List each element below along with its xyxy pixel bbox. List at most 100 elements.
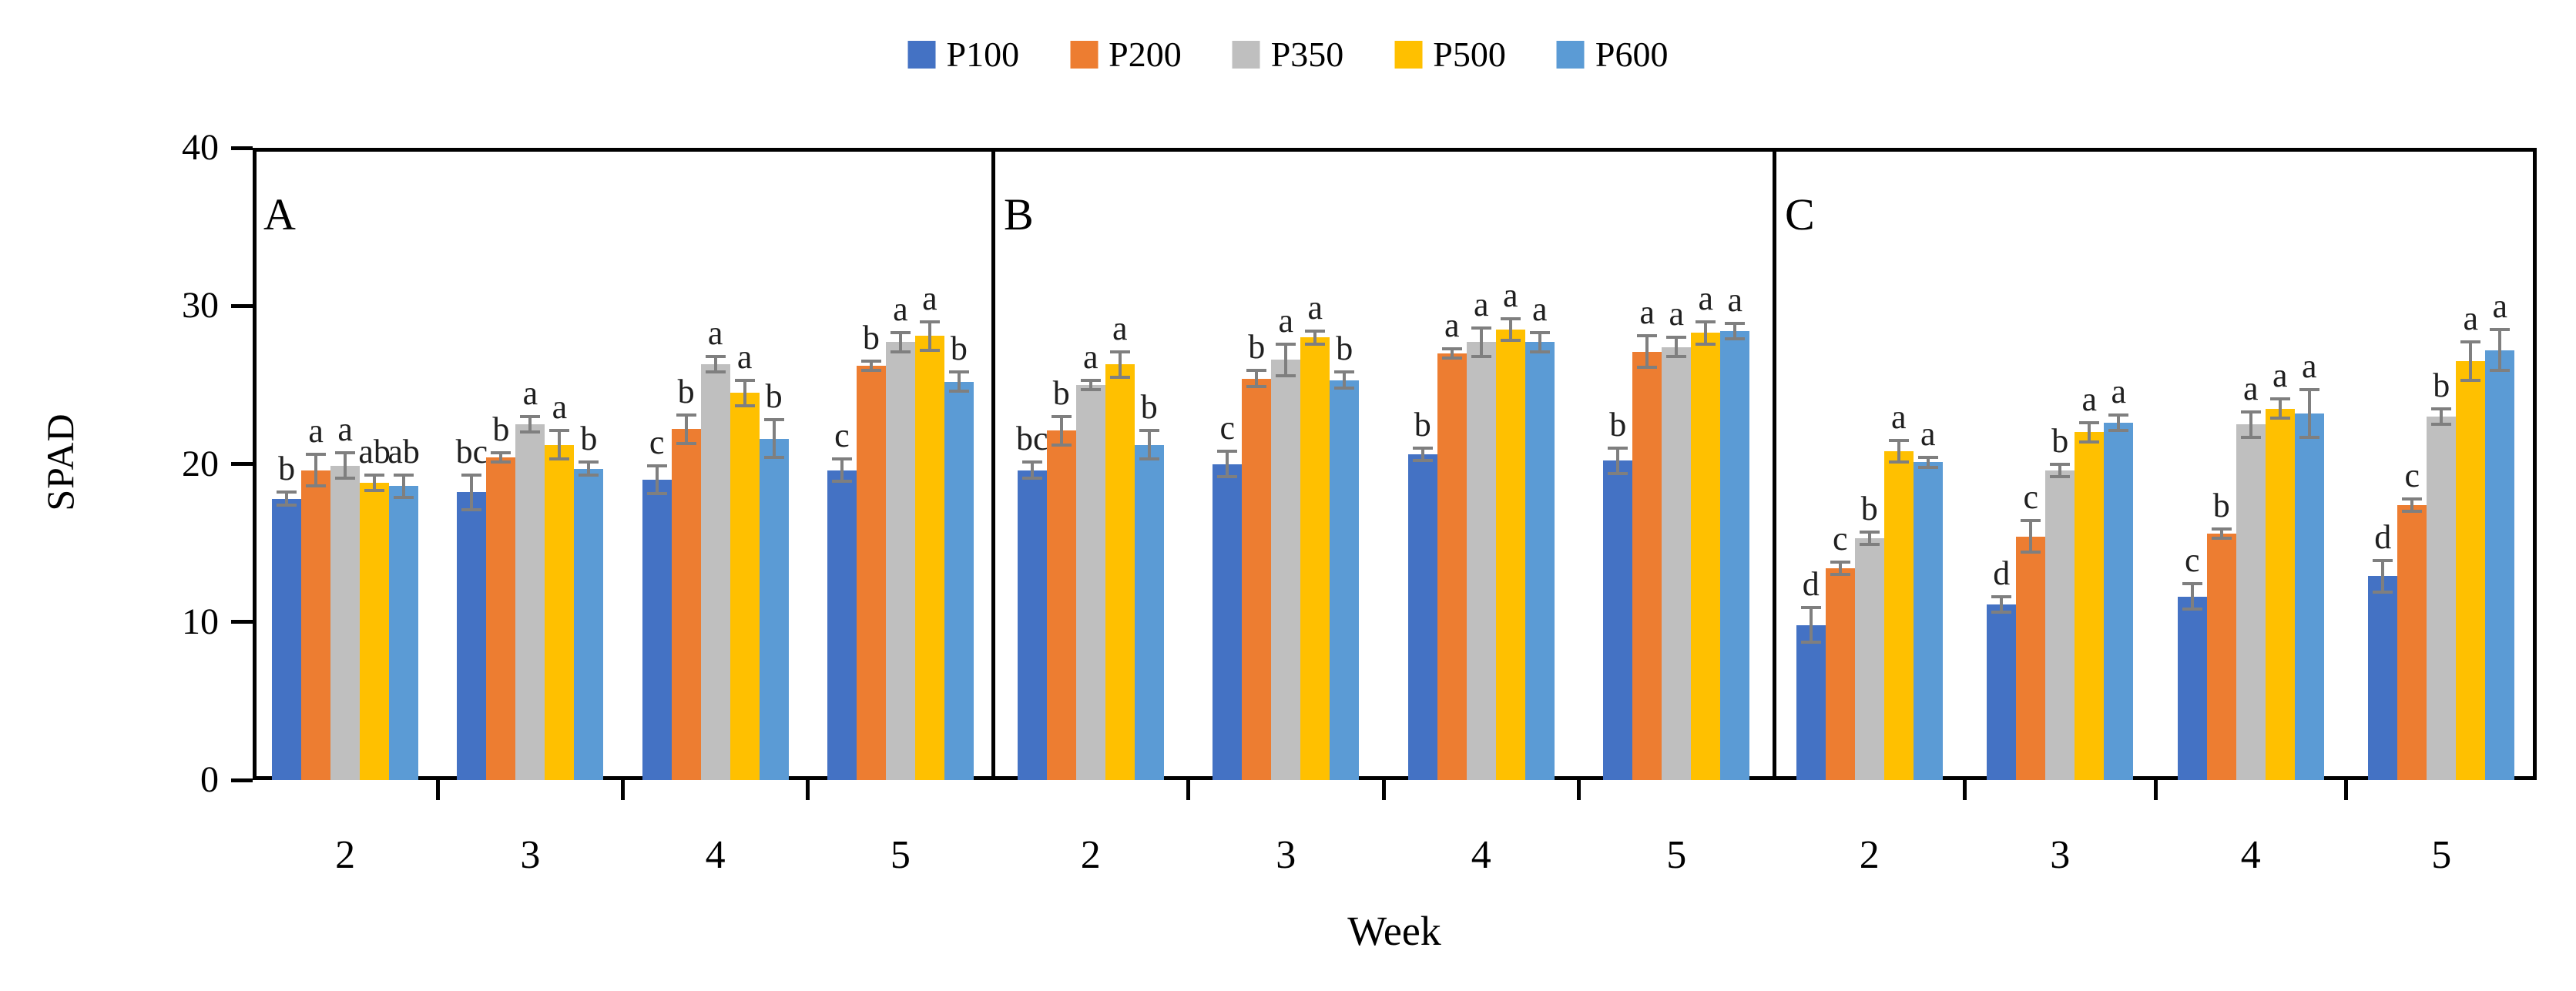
error-bar-cap-bottom-B-P350-week3 [1276, 373, 1296, 377]
error-bar-cap-bottom-B-P200-week2 [1051, 443, 1072, 447]
significance-letter-C-P500-week4: a [2272, 357, 2288, 395]
significance-letter-A-P350-week4: a [707, 313, 723, 352]
legend-label-p200: P200 [1109, 35, 1182, 74]
bar-A-P350-week5 [885, 342, 915, 780]
bar-A-P200-week4 [671, 429, 701, 780]
x-axis-category-label-B-4: 4 [1471, 833, 1491, 877]
significance-letter-B-P200-week5: a [1639, 293, 1655, 332]
bar-B-P200-week4 [1437, 353, 1467, 780]
significance-letter-A-P350-week3: a [522, 373, 538, 412]
error-bar-A-P500-week2 [373, 474, 377, 491]
bar-C-P350-week3 [2045, 470, 2075, 780]
error-bar-cap-top-C-P500-week5 [2460, 340, 2481, 344]
error-bar-cap-bottom-A-P200-week5 [860, 369, 881, 373]
y-axis-tick-20 [231, 462, 253, 466]
error-bar-A-P200-week5 [869, 361, 873, 371]
bar-C-P350-week4 [2236, 424, 2266, 780]
significance-letter-C-P200-week3: c [2023, 478, 2039, 517]
x-axis-tick-A-1 [435, 780, 440, 800]
significance-letter-A-P600-week2: ab [387, 432, 420, 470]
legend-swatch-p200 [1070, 41, 1098, 69]
x-axis-category-label-C-4: 4 [2240, 833, 2261, 877]
bar-B-P100-week5 [1603, 460, 1633, 780]
error-bar-B-P600-week5 [1733, 323, 1737, 340]
bar-C-P600-week2 [1913, 462, 1943, 780]
significance-letter-C-P100-week5: d [2374, 517, 2392, 556]
legend-label-p100: P100 [946, 35, 1020, 74]
significance-letter-C-P100-week3: d [1993, 554, 2011, 592]
bar-C-P200-week4 [2206, 533, 2236, 780]
error-bar-cap-top-A-P500-week2 [364, 473, 385, 477]
error-bar-cap-bottom-A-P100-week2 [277, 503, 297, 507]
significance-letter-A-P100-week4: c [649, 423, 665, 461]
bar-B-P600-week5 [1720, 331, 1750, 780]
error-bar-cap-top-B-P600-week3 [1334, 370, 1355, 374]
bar-C-P600-week5 [2485, 350, 2515, 780]
bar-C-P100-week5 [2368, 576, 2398, 780]
error-bar-cap-bottom-C-P100-week3 [1991, 611, 2012, 614]
error-bar-A-P100-week5 [840, 459, 844, 482]
bar-B-P600-week3 [1330, 380, 1360, 780]
x-axis-tick-C-1 [1963, 780, 1967, 800]
error-bar-A-P350-week5 [898, 333, 902, 352]
error-bar-cap-bottom-B-P350-week5 [1666, 354, 1687, 358]
error-bar-C-P600-week5 [2498, 330, 2502, 371]
significance-letter-C-P600-week2: a [1920, 415, 1936, 454]
bar-C-P350-week5 [2427, 416, 2457, 780]
error-bar-cap-bottom-B-P350-week4 [1471, 354, 1491, 358]
error-bar-cap-bottom-A-P600-week4 [763, 456, 784, 460]
x-axis-category-label-B-5: 5 [1666, 833, 1687, 877]
significance-letter-A-P500-week3: a [552, 388, 568, 427]
error-bar-cap-top-A-P100-week3 [461, 473, 482, 477]
error-bar-B-P600-week2 [1147, 430, 1151, 460]
error-bar-cap-bottom-A-P100-week5 [831, 480, 852, 484]
bar-B-P350-week5 [1662, 347, 1692, 780]
significance-letter-B-P350-week2: a [1082, 337, 1098, 376]
x-axis-tick-C-2 [2153, 780, 2158, 800]
error-bar-cap-top-A-P350-week3 [520, 414, 541, 418]
error-bar-C-P350-week2 [1867, 531, 1871, 545]
error-bar-cap-top-A-P500-week3 [549, 429, 570, 433]
error-bar-cap-top-B-P200-week3 [1246, 369, 1267, 373]
x-axis-tick-B-3 [1577, 780, 1581, 800]
significance-letter-B-P350-week4: a [1473, 285, 1489, 323]
error-bar-cap-bottom-B-P200-week5 [1637, 366, 1658, 370]
bar-C-P350-week2 [1854, 537, 1884, 780]
error-bar-cap-top-C-P500-week4 [2269, 397, 2290, 401]
error-bar-cap-bottom-C-P600-week2 [1917, 465, 1938, 469]
bar-B-P100-week2 [1017, 470, 1047, 780]
significance-letter-C-P200-week4: b [2212, 486, 2230, 524]
bar-C-P500-week4 [2265, 408, 2295, 780]
error-bar-cap-top-A-P500-week4 [734, 378, 755, 382]
error-bar-C-P200-week5 [2410, 498, 2414, 512]
significance-letter-C-P600-week4: a [2301, 347, 2317, 386]
error-bar-cap-bottom-B-P500-week5 [1696, 342, 1716, 346]
error-bar-cap-bottom-C-P500-week2 [1888, 460, 1909, 464]
x-axis-category-label-A-3: 3 [520, 833, 541, 877]
significance-letter-C-P350-week2: b [1860, 489, 1878, 527]
error-bar-cap-bottom-A-P500-week4 [734, 403, 755, 407]
error-bar-B-P100-week2 [1030, 462, 1034, 478]
y-axis-tick-0 [231, 778, 253, 782]
bar-B-P500-week5 [1691, 333, 1721, 780]
error-bar-cap-top-A-P100-week5 [831, 457, 852, 461]
error-bar-cap-bottom-A-P100-week4 [646, 492, 667, 496]
error-bar-cap-bottom-C-P600-week4 [2299, 435, 2319, 439]
error-bar-B-P200-week4 [1450, 348, 1454, 358]
significance-letter-B-P200-week2: b [1052, 373, 1070, 412]
error-bar-C-P500-week2 [1897, 440, 1900, 463]
error-bar-A-P600-week4 [772, 420, 776, 458]
error-bar-cap-top-C-P100-week2 [1800, 606, 1821, 610]
error-bar-cap-bottom-B-P100-week4 [1412, 459, 1433, 463]
bar-A-P600-week5 [944, 381, 974, 780]
error-bar-cap-top-A-P100-week4 [646, 464, 667, 467]
error-bar-B-P350-week5 [1675, 337, 1679, 357]
error-bar-A-P200-week4 [684, 414, 688, 444]
y-axis-tick-label-20: 20 [182, 443, 219, 484]
significance-letter-A-P500-week5: a [922, 279, 937, 317]
error-bar-cap-top-C-P200-week4 [2211, 527, 2232, 531]
error-bar-cap-top-C-P500-week2 [1888, 438, 1909, 442]
significance-letter-A-P200-week5: b [862, 319, 880, 357]
error-bar-A-P350-week4 [713, 356, 717, 373]
